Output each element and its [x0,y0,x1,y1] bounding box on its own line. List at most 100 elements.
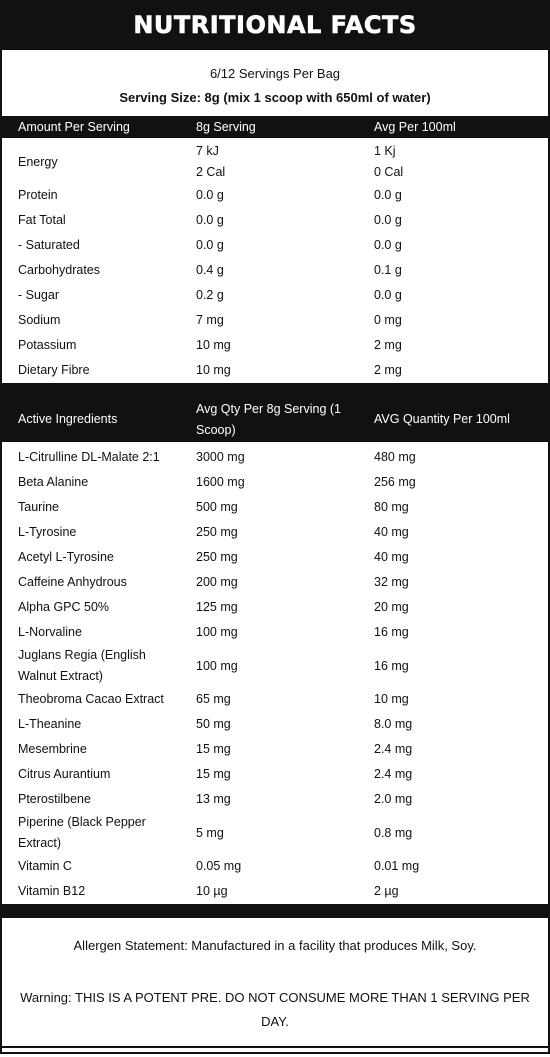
row: Fat Total 0.0 g 0.0 g [2,208,548,233]
row-label: Acetyl L-Tyrosine [18,550,114,564]
row: Beta Alanine 1600 mg 256 mg [2,470,548,495]
row: Energy 7 kJ 2 Cal 1 Kj 0 Cal [2,141,548,183]
row: Sodium 7 mg 0 mg [2,308,548,333]
row-label: L-Citrulline DL-Malate 2:1 [18,450,160,464]
row-label: - Sugar [18,288,59,302]
serving-size: Serving Size: 8g (mix 1 scoop with 650ml… [119,90,431,105]
row-label: Taurine [18,500,59,514]
row-value: 2.4 mg [374,767,413,781]
row-value: 0.1 g [374,263,402,277]
column-header: AVG Quantity Per 100ml [358,397,548,442]
row-value: 0.0 g [374,288,402,302]
column-header: Avg Per 100ml [358,116,548,138]
row: L-Norvaline 100 mg 16 mg [2,620,548,645]
row-value: 2.4 mg [374,742,413,756]
row-label: Caffeine Anhydrous [18,575,127,589]
header-row: Active Ingredients Avg Qty Per 8g Serving… [2,397,548,442]
row-value: 0.0 g [374,238,402,252]
row-value: 256 mg [374,475,416,489]
row-value: 0.0 g [374,213,402,227]
row-value: 50 mg [196,717,231,731]
servings-per-bag: 6/12 Servings Per Bag [209,66,341,81]
row: Acetyl L-Tyrosine 250 mg 40 mg [2,545,548,570]
column-header: Amount Per Serving [2,116,180,138]
separator [2,904,548,918]
row: Pterostilbene 13 mg 2.0 mg [2,787,548,812]
row-label: L-Norvaline [18,625,82,639]
row: Dietary Fibre 10 mg 2 mg [2,358,548,383]
row: Mesembrine 15 mg 2.4 mg [2,737,548,762]
row-label: Carbohydrates [18,263,100,277]
row-label: Mesembrine [18,742,87,756]
row-value: 65 mg [196,692,231,706]
nutrition-table: Amount Per Serving 8g Serving Avg Per 100m… [2,116,548,383]
row-value: 100 mg [196,625,238,639]
row-value: 2 µg [374,884,399,898]
row-value: 15 mg [196,742,231,756]
row-value: 10 mg [196,363,231,377]
row: Caffeine Anhydrous 200 mg 32 mg [2,570,548,595]
separator [2,383,548,397]
row: - Sugar 0.2 g 0.0 g [2,283,548,308]
row-value: 3000 mg [196,450,245,464]
column-header: Avg Qty Per 8g Serving (1 Scoop) [180,397,358,442]
value-line: 2 Cal [196,165,226,179]
row-value: 0.0 g [196,213,224,227]
row-value: 0.05 mg [196,859,242,873]
row-label: Dietary Fibre [18,363,90,377]
row-value: 1600 mg [196,475,245,489]
row-label: Beta Alanine [18,475,89,489]
value-line: 0 Cal [374,165,404,179]
row-value: 7 kJ 2 Cal [180,141,358,183]
row-value: 0.8 mg [374,825,413,840]
row-value: 15 mg [196,767,231,781]
row: L-Tyrosine 250 mg 40 mg [2,520,548,545]
row-value: 0 mg [374,313,402,327]
row: Protein 0.0 g 0.0 g [2,183,548,208]
row-value: 0.01 mg [374,859,420,873]
row-value: 0.0 g [196,188,224,202]
row-value: 250 mg [196,525,238,539]
row-value: 0.0 g [374,188,402,202]
active-table: Active Ingredients Avg Qty Per 8g Serving… [2,397,548,904]
row-label: Energy [18,154,58,169]
row-value: 16 mg [374,625,409,639]
row-label: Potassium [18,338,77,352]
row: Piperine (Black Pepper Extract) 5 mg 0.8 m… [2,812,548,854]
row-value: 13 mg [196,792,231,806]
row-label: - Saturated [18,238,80,252]
row-value: 2.0 mg [374,792,413,806]
row: Juglans Regia (English Walnut Extract) 10… [2,645,548,687]
row-label: Piperine (Black Pepper Extract) [18,815,146,850]
row-label: L-Tyrosine [18,525,77,539]
row-label: Vitamin C [18,859,72,873]
row-value: 100 mg [196,658,238,673]
row-value: 16 mg [374,658,409,673]
row-label: Juglans Regia (English Walnut Extract) [18,648,146,683]
row: Potassium 10 mg 2 mg [2,333,548,358]
allergen: Allergen Statement: Manufactured in a fa… [73,938,477,953]
row-value: 2 mg [374,363,402,377]
column-header: Active Ingredients [2,397,180,442]
row-value: 80 mg [374,500,409,514]
row-value: 20 mg [374,600,409,614]
row-value: 2 mg [374,338,402,352]
row-value: 125 mg [196,600,238,614]
value-line: 1 Kj [374,144,396,158]
row-value: 8.0 mg [374,717,413,731]
servings: 6/12 Servings Per Bag Serving Size: 8g (… [2,50,548,116]
footer: Allergen Statement: Manufactured in a fa… [2,918,548,1048]
title: NUTRITIONAL FACTS [133,11,417,40]
row: Theobroma Cacao Extract 65 mg 10 mg [2,687,548,712]
value-line: 7 kJ [196,144,219,158]
row-value: 0.4 g [196,263,224,277]
row-value: 480 mg [374,450,416,464]
title-bar: NUTRITIONAL FACTS [2,0,548,50]
row-label: L-Theanine [18,717,82,731]
column-header: 8g Serving [180,116,358,138]
row-label: Alpha GPC 50% [18,600,110,614]
row-value: 7 mg [196,313,224,327]
row-label: Pterostilbene [18,792,91,806]
